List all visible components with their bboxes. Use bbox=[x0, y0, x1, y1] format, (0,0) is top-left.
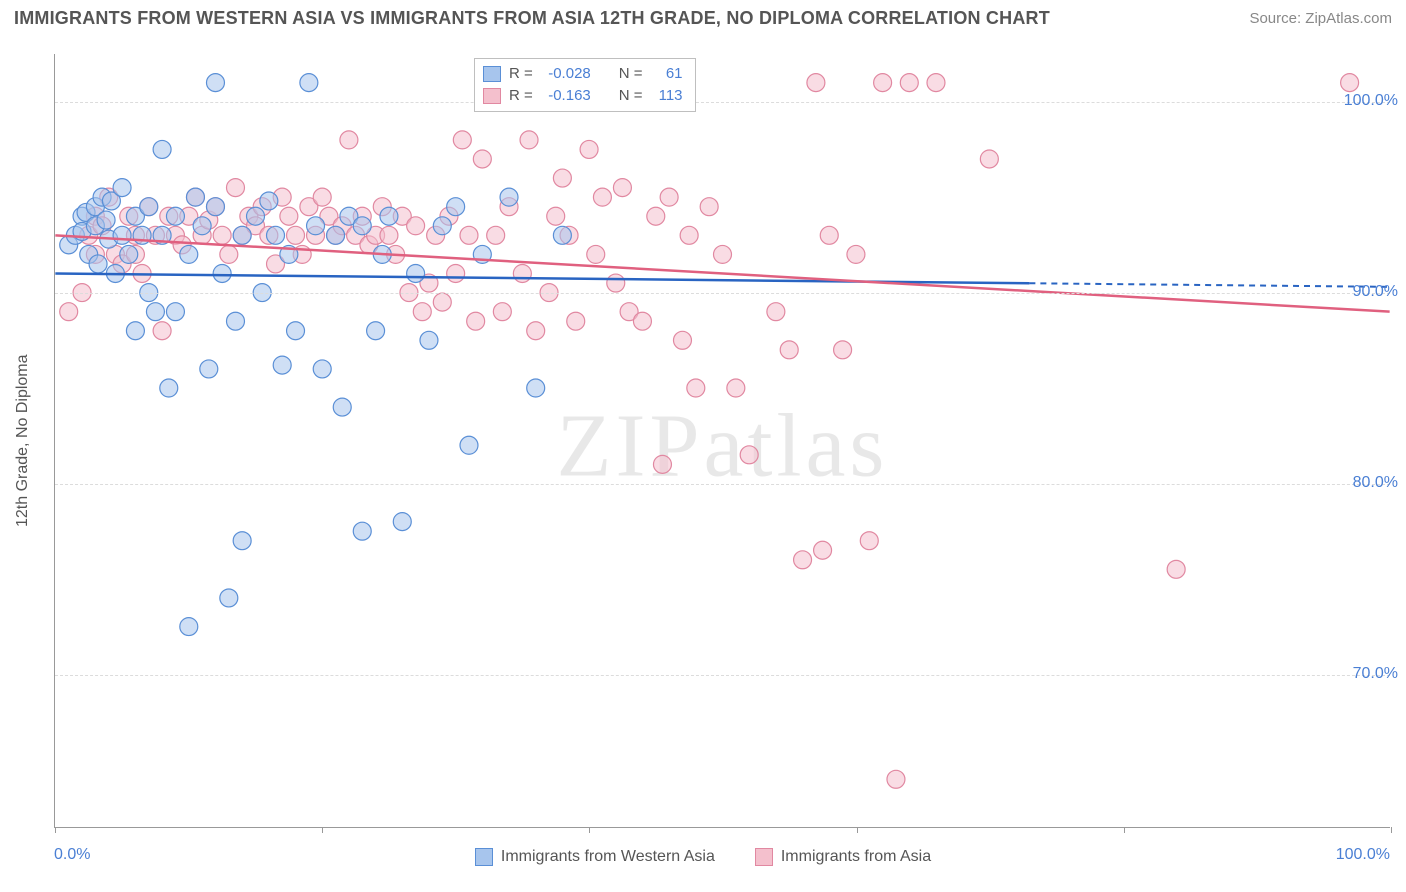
r-value-2: -0.163 bbox=[541, 85, 591, 107]
series-legend: Immigrants from Western Asia Immigrants … bbox=[0, 848, 1406, 866]
n-label: N = bbox=[619, 63, 643, 85]
swatch-series-2 bbox=[483, 88, 501, 104]
n-label: N = bbox=[619, 85, 643, 107]
swatch-series-2 bbox=[755, 848, 773, 866]
r-label: R = bbox=[509, 63, 533, 85]
legend-item-1: Immigrants from Western Asia bbox=[475, 848, 715, 866]
legend-row-series-2: R = -0.163 N = 113 bbox=[483, 85, 683, 107]
swatch-series-1 bbox=[483, 66, 501, 82]
correlation-legend: R = -0.028 N = 61 R = -0.163 N = 113 bbox=[474, 58, 696, 112]
source-attribution: Source: ZipAtlas.com bbox=[1249, 10, 1392, 27]
y-tick-label: 90.0% bbox=[1353, 283, 1398, 301]
n-value-1: 61 bbox=[651, 63, 683, 85]
watermark: ZIPatlas bbox=[557, 394, 889, 497]
plot-area: ZIPatlas bbox=[54, 54, 1390, 828]
legend-row-series-1: R = -0.028 N = 61 bbox=[483, 63, 683, 85]
legend-item-2: Immigrants from Asia bbox=[755, 848, 931, 866]
legend-label-1: Immigrants from Western Asia bbox=[501, 848, 715, 866]
chart-title: IMMIGRANTS FROM WESTERN ASIA VS IMMIGRAN… bbox=[14, 8, 1050, 29]
y-tick-label: 70.0% bbox=[1353, 665, 1398, 683]
r-label: R = bbox=[509, 85, 533, 107]
n-value-2: 113 bbox=[651, 85, 683, 107]
r-value-1: -0.028 bbox=[541, 63, 591, 85]
y-tick-label: 100.0% bbox=[1344, 92, 1398, 110]
swatch-series-1 bbox=[475, 848, 493, 866]
scatter-svg bbox=[55, 54, 1390, 827]
y-axis-label: 12th Grade, No Diploma bbox=[14, 54, 32, 828]
legend-label-2: Immigrants from Asia bbox=[781, 848, 931, 866]
y-tick-label: 80.0% bbox=[1353, 474, 1398, 492]
